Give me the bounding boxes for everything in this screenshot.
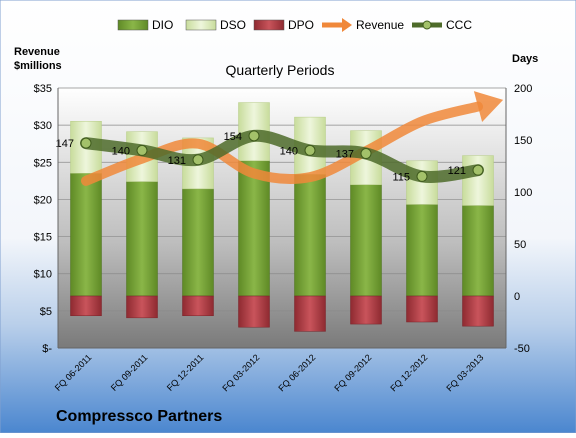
left-tick-label: $25 <box>34 157 52 169</box>
legend-swatch <box>117 19 149 31</box>
ccc-data-label: 121 <box>448 165 466 177</box>
legend-label: CCC <box>446 18 472 32</box>
ccc-data-label: 154 <box>224 131 242 143</box>
dio-bar <box>462 205 494 297</box>
ccc-point <box>136 144 148 156</box>
ccc-data-label: 147 <box>56 138 74 150</box>
dpo-bar <box>406 295 438 323</box>
dpo-bar <box>350 295 382 325</box>
company-name: Compressco Partners <box>56 408 222 425</box>
left-axis-label-line2: $millions <box>14 60 62 72</box>
right-tick-label: 150 <box>514 135 532 147</box>
dpo-bar <box>294 295 326 332</box>
dpo-bar <box>126 295 158 319</box>
left-axis-label-line1: Revenue <box>14 46 60 58</box>
legend-swatch <box>185 19 217 31</box>
left-tick-label: $20 <box>34 194 52 206</box>
ccc-data-label: 137 <box>336 149 354 161</box>
dpo-bar <box>238 295 270 328</box>
right-tick-label: 50 <box>514 239 526 251</box>
ccc-data-label: 131 <box>168 155 186 167</box>
dio-bar <box>406 204 438 297</box>
dio-bar <box>350 184 382 297</box>
ccc-point <box>472 164 484 176</box>
left-tick-label: $35 <box>34 83 52 95</box>
legend-label: DSO <box>220 18 246 32</box>
legend-label: DIO <box>152 18 173 32</box>
ccc-point <box>80 137 92 149</box>
legend-label: DPO <box>288 18 314 32</box>
dio-bar <box>126 181 158 297</box>
ccc-point <box>360 148 372 160</box>
chart-title: Quarterly Periods <box>226 62 335 78</box>
right-axis-label: Days <box>512 53 538 65</box>
dpo-bar <box>462 295 494 327</box>
dio-bar <box>294 174 326 297</box>
bars <box>70 102 494 332</box>
right-tick-label: -50 <box>514 343 530 355</box>
legend: DIO DSO DPO Revenue CCC <box>117 18 472 32</box>
left-tick-label: $30 <box>34 120 52 132</box>
left-tick-label: $- <box>42 343 52 355</box>
ccc-point <box>304 144 316 156</box>
right-tick-label: 0 <box>514 291 520 303</box>
left-tick-label: $10 <box>34 269 52 281</box>
legend-swatch-point <box>422 20 432 30</box>
right-tick-label: 100 <box>514 187 532 199</box>
left-tick-label: $15 <box>34 232 52 244</box>
dso-bar <box>462 155 494 206</box>
plot-area <box>58 88 506 348</box>
right-tick-label: 200 <box>514 83 532 95</box>
dio-bar <box>70 173 102 297</box>
left-tick-label: $5 <box>40 306 52 318</box>
ccc-point <box>248 130 260 142</box>
revenue-arrow-head <box>473 91 504 123</box>
ccc-line <box>80 129 484 183</box>
dpo-bar <box>182 295 214 317</box>
ccc-data-label: 115 <box>392 171 410 183</box>
legend-swatch <box>253 19 285 31</box>
ccc-data-label: 140 <box>280 145 298 157</box>
legend-label: Revenue <box>356 18 404 32</box>
dio-bar <box>182 188 214 297</box>
ccc-data-label: 140 <box>112 145 130 157</box>
legend-swatch-arrow <box>342 18 352 32</box>
ccc-point <box>192 154 204 166</box>
lines: 147 140 131 154 140 137 115 121 <box>56 91 504 186</box>
dpo-bar <box>70 295 102 317</box>
ccc-point <box>416 170 428 182</box>
